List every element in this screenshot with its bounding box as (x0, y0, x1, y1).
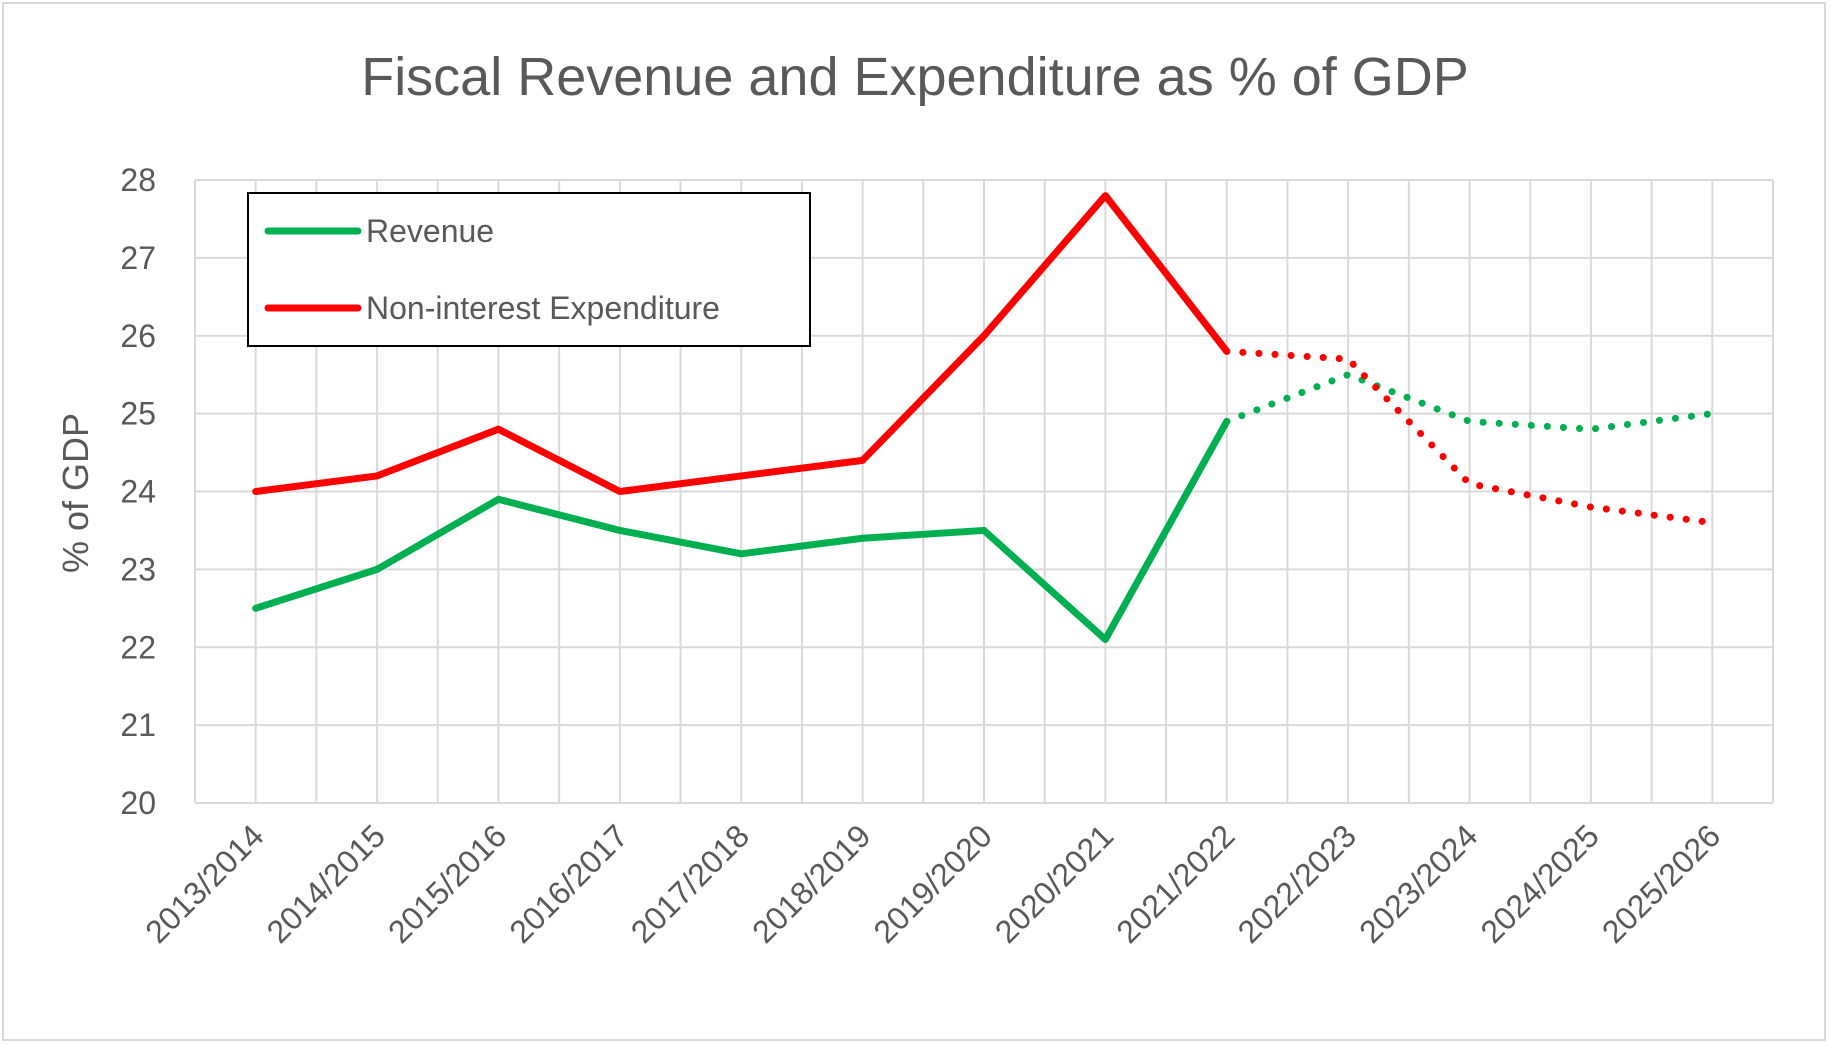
grid-lines (194, 179, 1774, 804)
y-tick-label: 26 (120, 318, 156, 354)
y-tick-label: 23 (120, 551, 156, 587)
x-tick-label: 2014/2015 (260, 817, 392, 949)
x-tick-label: 2018/2019 (745, 817, 877, 949)
series-line-actual-revenue (252, 417, 1231, 643)
x-tick-label: 2023/2024 (1352, 817, 1484, 949)
series-line-actual-non-interest-expenditure (252, 192, 1231, 495)
y-tick-label: 20 (120, 785, 156, 821)
series-lines (252, 192, 1716, 643)
series-line-forecast-non-interest-expenditure (1223, 347, 1716, 527)
legend-label-expenditure: Non-interest Expenditure (366, 290, 720, 326)
y-tick-label: 22 (120, 629, 156, 665)
legend: Revenue Non-interest Expenditure (247, 192, 811, 347)
x-tick-label: 2019/2020 (867, 817, 999, 949)
x-tick-label: 2015/2016 (381, 817, 513, 949)
legend-box (247, 192, 811, 347)
y-axis-ticks: 20 21 22 23 24 25 26 27 28 (120, 162, 156, 821)
x-tick-label: 2021/2022 (1109, 817, 1241, 949)
x-tick-label: 2022/2023 (1231, 817, 1363, 949)
x-tick-label: 2024/2025 (1473, 817, 1605, 949)
y-tick-label: 27 (120, 240, 156, 276)
y-tick-label: 28 (120, 162, 156, 198)
x-axis-ticks: 2013/20142014/20152015/20162016/20172017… (138, 817, 1727, 949)
x-tick-label: 2016/2017 (502, 817, 634, 949)
legend-label-revenue: Revenue (366, 213, 494, 249)
x-tick-label: 2025/2026 (1595, 817, 1727, 949)
y-axis-label: % of GDP (55, 413, 96, 573)
y-tick-label: 24 (120, 474, 156, 510)
x-tick-label: 2013/2014 (138, 817, 270, 949)
x-tick-label: 2020/2021 (988, 817, 1120, 949)
x-tick-label: 2017/2018 (624, 817, 756, 949)
y-tick-label: 25 (120, 396, 156, 432)
chart-title: Fiscal Revenue and Expenditure as % of G… (361, 47, 1469, 107)
series-line-forecast-revenue (1223, 371, 1716, 433)
y-tick-label: 21 (120, 707, 156, 743)
